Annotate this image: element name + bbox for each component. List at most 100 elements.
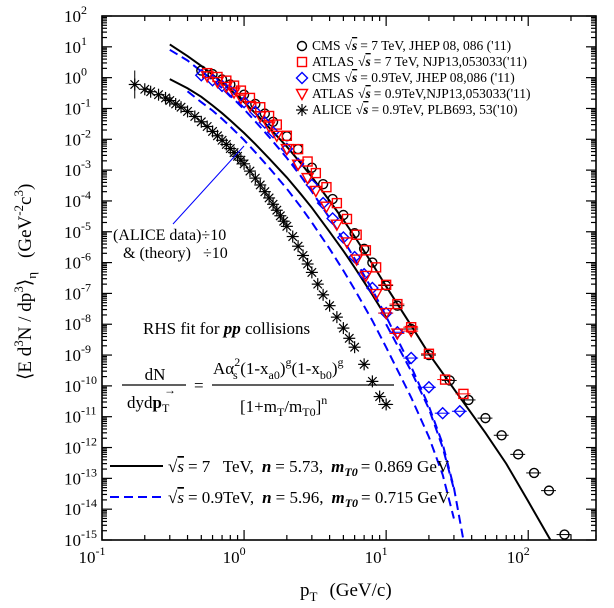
- legend-entry-5: ALICE √s = 0.9TeV, PLB693, 53('10): [312, 102, 518, 117]
- point-alice-4: [380, 398, 393, 411]
- point-cms-2: [215, 79, 229, 93]
- fit-legend-entry-7tev: √s = 7 TeV, n = 5.73, mT0 = 0.869 GeV: [168, 457, 450, 479]
- point-alice-4: [270, 204, 283, 217]
- point-cms-0: [358, 243, 370, 255]
- point-atlas-3: [359, 270, 373, 283]
- point-cms-0: [496, 430, 507, 441]
- point-alice-4: [280, 220, 293, 233]
- y-tick-label: 10-10: [64, 373, 97, 396]
- point-atlas-3: [330, 219, 344, 232]
- point-alice-4: [243, 165, 256, 178]
- point-atlas-3: [309, 185, 323, 198]
- point-alice-4: [181, 105, 194, 118]
- point-alice-4: [305, 266, 318, 279]
- point-atlas-3: [280, 143, 294, 157]
- point-atlas-3: [300, 172, 315, 186]
- fit-curve-3: [186, 90, 455, 519]
- point-atlas-3: [340, 237, 354, 250]
- y-axis-title: ⟨E d3N / dp3⟩η(GeV-2c3): [11, 184, 39, 380]
- point-atlas-1: [423, 348, 435, 359]
- point-cms-0: [480, 412, 491, 424]
- point-atlas-1: [360, 245, 372, 256]
- point-atlas-1: [331, 197, 343, 209]
- point-atlas-1: [351, 229, 362, 240]
- formula-lhs-numerator: dN: [145, 365, 166, 384]
- point-cms-0: [559, 529, 570, 540]
- fit-curve-4: [385, 323, 455, 490]
- point-alice-4: [297, 249, 310, 262]
- data-points: [128, 65, 572, 540]
- legend-marker-4: [295, 88, 309, 101]
- point-alice-4: [366, 375, 379, 388]
- point-cms-0: [349, 227, 360, 239]
- formula-lhs-denominator: dydpT: [127, 393, 170, 415]
- point-alice-4: [249, 172, 262, 185]
- point-atlas-3: [253, 111, 267, 124]
- point-cms-2: [316, 196, 330, 210]
- point-cms-2: [248, 105, 262, 119]
- point-alice-4: [358, 358, 371, 371]
- fit-curve-1: [169, 78, 387, 318]
- y-tick-label: 102: [64, 3, 87, 26]
- point-atlas-1: [271, 119, 283, 130]
- point-alice-4: [188, 110, 201, 123]
- point-cms-2: [194, 68, 208, 82]
- point-atlas-3: [243, 100, 257, 113]
- legend-entry-3: CMS √s = 0.9TeV, JHEP 08,086 ('11): [312, 70, 515, 85]
- point-atlas-1: [235, 85, 247, 96]
- point-atlas-3: [200, 71, 214, 84]
- y-tick-label: 100: [64, 65, 87, 88]
- point-cms-0: [317, 178, 329, 190]
- point-alice-4: [337, 322, 350, 335]
- x-tick-label: 10-1: [79, 544, 106, 567]
- point-cms-2: [336, 231, 350, 245]
- point-alice-4: [292, 240, 305, 253]
- point-alice-4: [343, 332, 356, 345]
- y-tick-label: 10-6: [64, 250, 91, 273]
- point-atlas-1: [439, 374, 451, 385]
- point-atlas-3: [390, 328, 405, 341]
- point-cms-0: [543, 485, 555, 496]
- point-atlas-3: [234, 92, 248, 105]
- point-cms-0: [292, 143, 304, 155]
- point-alice-4: [311, 278, 324, 291]
- axis-ticks: 10-1 100 101 102 102 101 100 10-1 10-2 10-3 10-4 10…: [64, 3, 597, 567]
- fit-curve-2: [169, 48, 465, 540]
- point-atlas-3: [270, 130, 284, 143]
- point-cms-0: [528, 467, 540, 479]
- fit-legend-entry-09tev: √s = 0.9TeV, n = 5.96, mT0 = 0.715 GeV: [168, 488, 450, 510]
- point-cms-2: [453, 404, 467, 418]
- point-atlas-1: [281, 130, 293, 141]
- y-tick-label: 10-1: [64, 95, 91, 118]
- y-tick-label: 10-5: [64, 219, 91, 242]
- point-cms-2: [436, 406, 450, 420]
- point-atlas-1: [392, 298, 403, 310]
- legend: CMS √s = 7 TeV, JHEP 08, 086 ('11) ATLAS √s…: [295, 38, 531, 117]
- annotation-line-1: (ALICE data)÷10: [113, 227, 226, 244]
- annotation-pointer: [172, 145, 245, 225]
- point-atlas-3: [404, 325, 418, 339]
- point-alice-4: [301, 257, 314, 270]
- legend-marker-5: [296, 104, 308, 116]
- legend-marker-2: [296, 56, 308, 68]
- point-atlas-1: [380, 279, 392, 291]
- point-alice-4: [286, 230, 299, 243]
- point-alice-4: [175, 101, 188, 114]
- fit-formula: dN dydpT → = Aα2(1-xa0)g(1-xb0)g s [1+mT…: [122, 355, 394, 419]
- legend-markers: [295, 40, 309, 116]
- plot-frame: [101, 15, 597, 541]
- point-cms-2: [404, 351, 418, 365]
- point-atlas-3: [291, 159, 305, 172]
- point-atlas-1: [321, 181, 332, 193]
- y-tick-label: 10-2: [64, 126, 91, 149]
- y-tick-label: 10-8: [64, 311, 91, 334]
- point-cms-0: [512, 449, 524, 460]
- y-tick-label: 10-11: [64, 404, 97, 427]
- point-alice-4: [323, 299, 336, 312]
- x-axis-title-main: p: [300, 580, 310, 601]
- legend-entry-1: CMS √s = 7 TeV, JHEP 08, 086 ('11): [312, 38, 511, 53]
- point-alice-4: [254, 178, 267, 191]
- y-tick-label: 10-4: [64, 188, 91, 211]
- y-tick-label: 10-7: [64, 280, 91, 303]
- point-atlas-1: [458, 388, 469, 400]
